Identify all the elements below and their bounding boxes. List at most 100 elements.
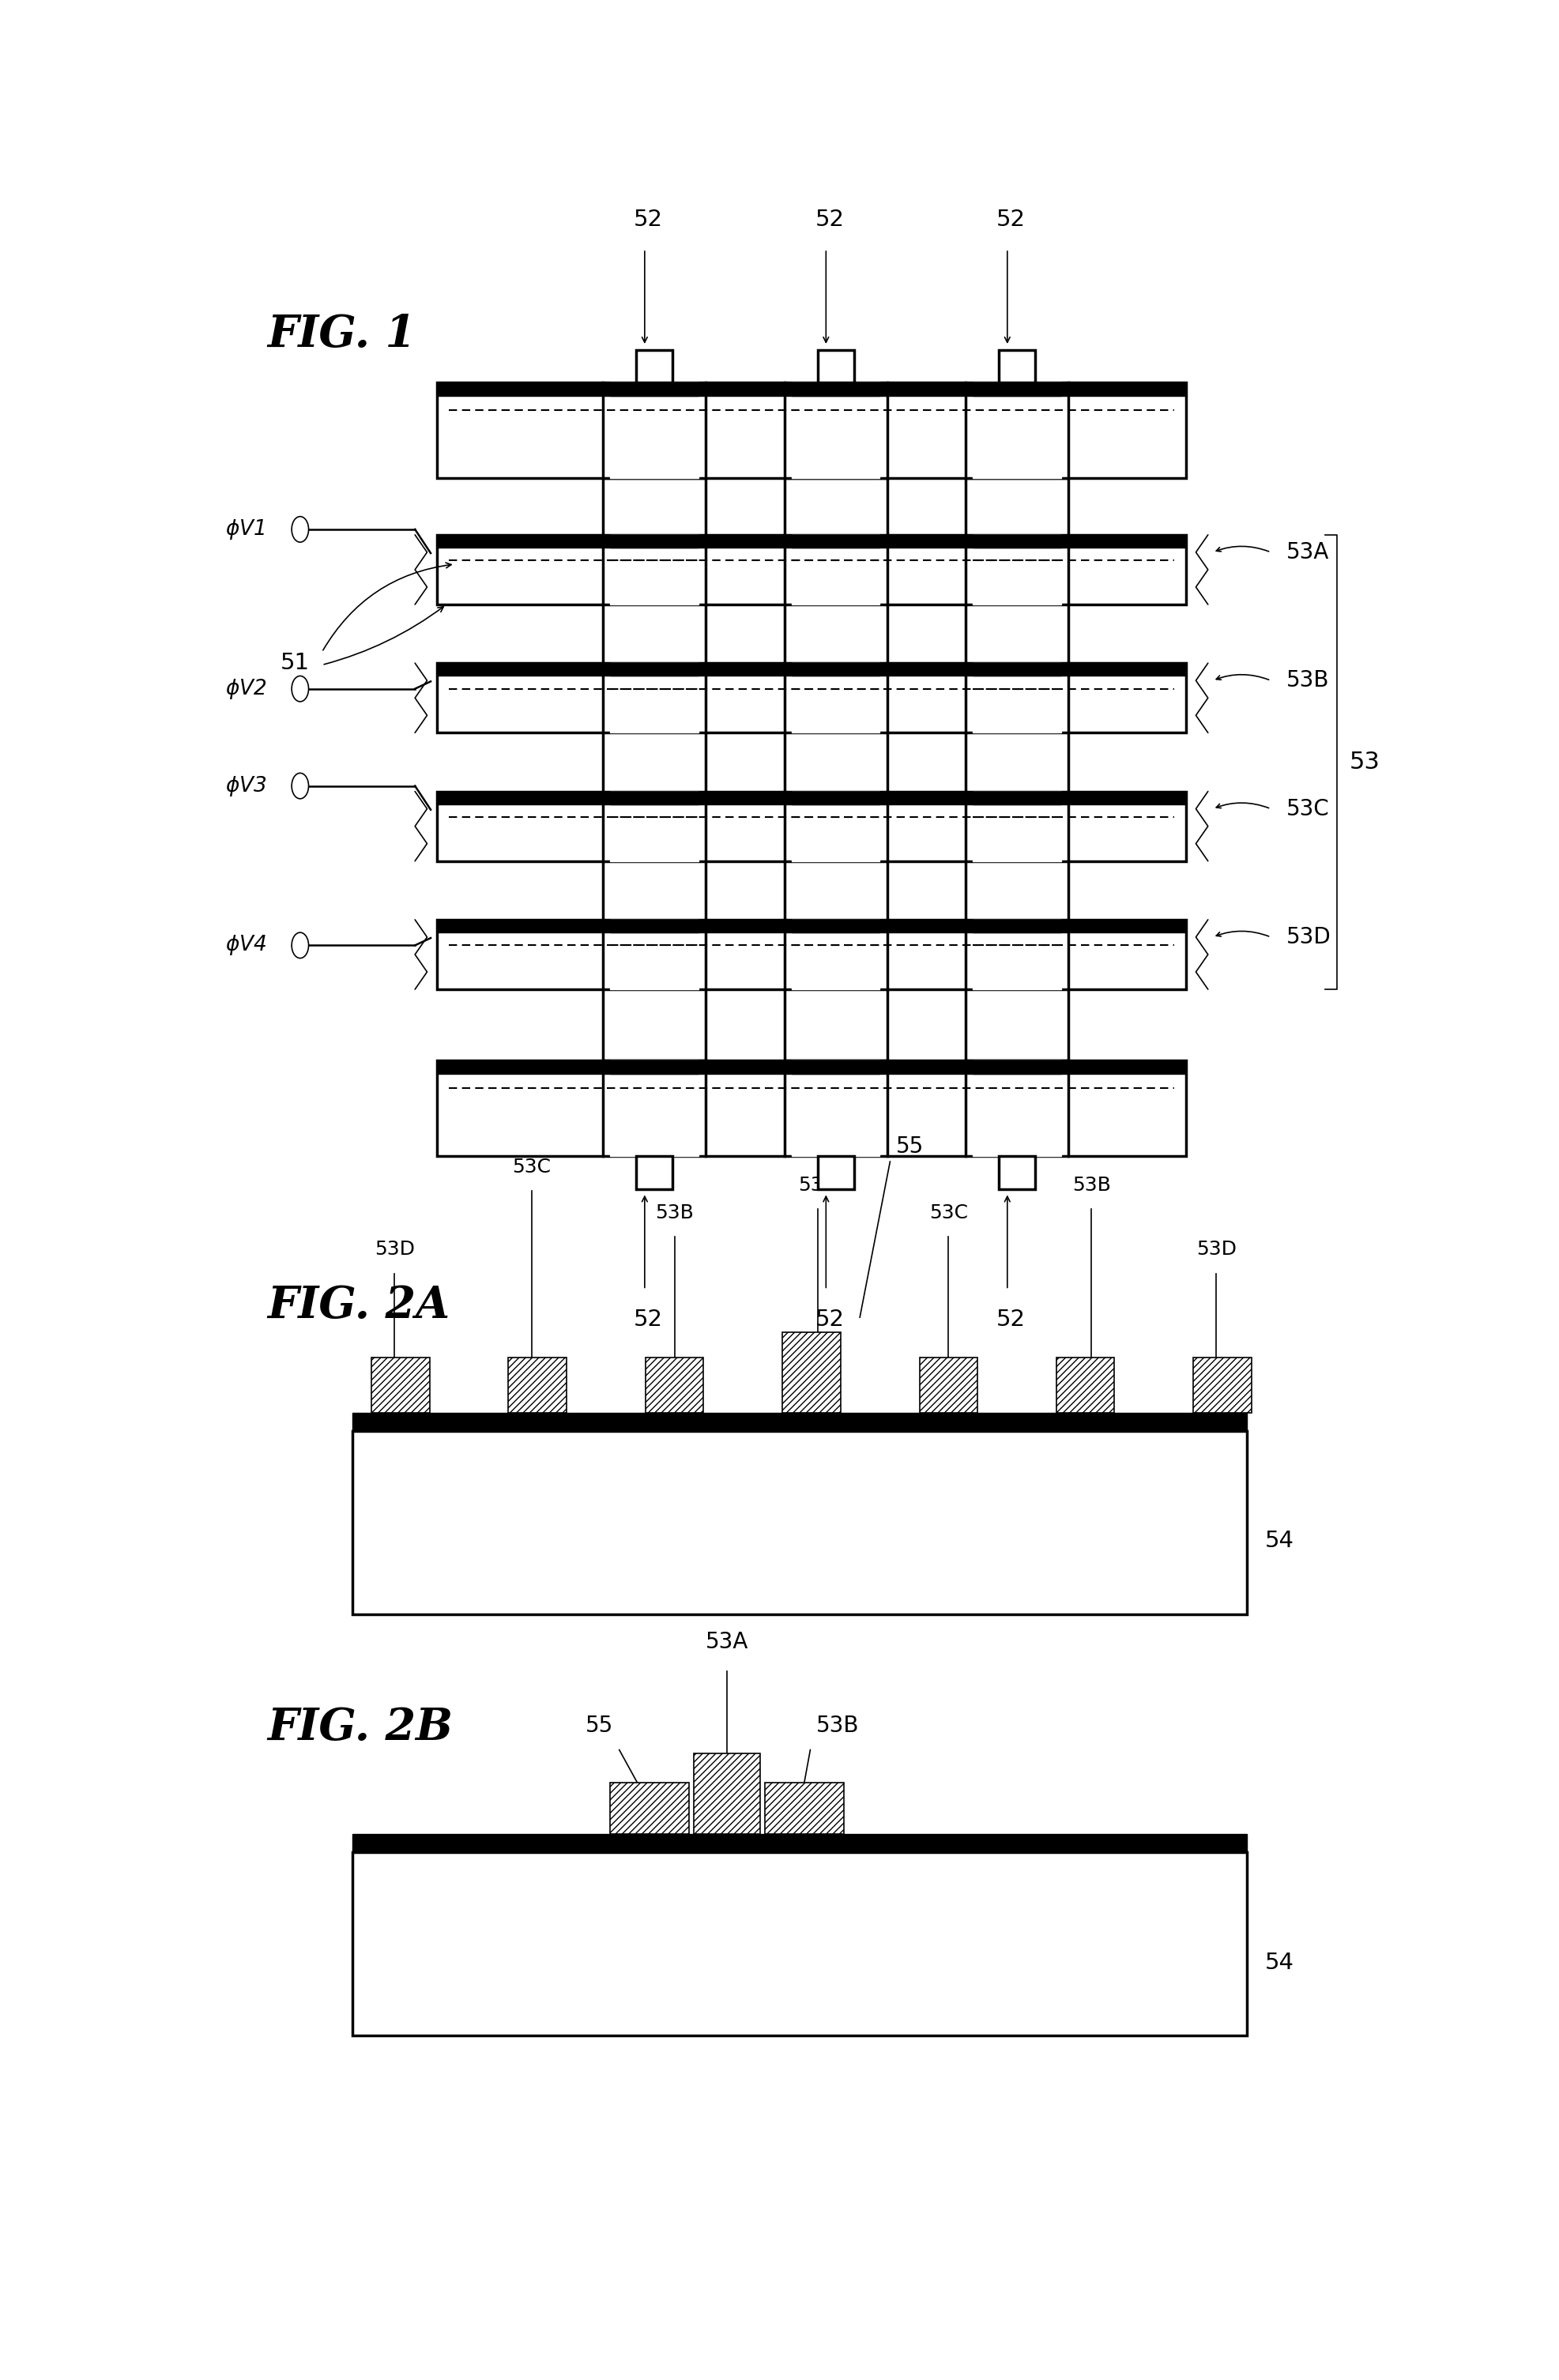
Text: 52: 52 (815, 1309, 843, 1330)
Bar (437, 536, 1185, 605)
Bar (973, 793, 1060, 862)
Text: 53A: 53A (1286, 540, 1328, 564)
Text: 53B: 53B (1286, 669, 1328, 693)
Bar (965, 478, 1068, 1061)
Bar (610, 664, 698, 733)
Bar (437, 1061, 1185, 1157)
Text: $\phi$V1: $\phi$V1 (224, 516, 265, 540)
Bar (790, 664, 879, 676)
Bar (437, 1061, 1185, 1073)
Bar (918, 1357, 977, 1414)
Bar (610, 793, 698, 804)
Bar (437, 536, 1185, 547)
Bar (764, 1783, 843, 1835)
Bar (784, 478, 887, 1061)
Bar (610, 793, 698, 862)
Text: 52: 52 (996, 1309, 1024, 1330)
Text: 53: 53 (1349, 750, 1380, 774)
Text: 53C: 53C (929, 1204, 967, 1221)
Bar (610, 1783, 689, 1835)
Bar (973, 793, 1060, 804)
Bar (636, 350, 672, 383)
Bar (973, 383, 1060, 395)
Bar (790, 793, 879, 804)
Bar (998, 350, 1035, 383)
Bar (437, 664, 1185, 733)
Bar (973, 919, 1060, 990)
Bar (437, 793, 1185, 862)
Text: 53D: 53D (1196, 1240, 1236, 1259)
Text: 53C: 53C (511, 1157, 550, 1176)
Bar (790, 919, 879, 990)
Bar (790, 664, 879, 733)
Bar (1193, 1357, 1250, 1414)
Bar (437, 919, 1185, 990)
Bar (790, 793, 879, 862)
Bar (817, 1157, 853, 1190)
Bar (790, 919, 879, 933)
Bar (610, 383, 698, 478)
Bar (610, 1061, 698, 1073)
Bar (973, 664, 1060, 733)
Bar (610, 919, 698, 990)
Bar (973, 1061, 1060, 1073)
Bar (352, 1414, 1246, 1430)
Bar (352, 1835, 1246, 1852)
Bar (790, 536, 879, 605)
Text: 53B: 53B (1071, 1176, 1110, 1195)
Text: FIG. 2B: FIG. 2B (268, 1706, 454, 1749)
Bar (973, 536, 1060, 547)
Text: 53B: 53B (815, 1716, 859, 1737)
Bar (1055, 1357, 1115, 1414)
Bar (998, 1157, 1035, 1190)
Text: 52: 52 (633, 1309, 663, 1330)
Text: 54: 54 (1264, 1530, 1294, 1552)
Text: $\phi$V4: $\phi$V4 (224, 933, 267, 957)
Bar (603, 478, 705, 1061)
Bar (352, 1852, 1246, 2035)
Bar (790, 383, 879, 395)
Bar (817, 350, 853, 383)
Bar (790, 536, 879, 547)
Text: 53C: 53C (1286, 797, 1330, 819)
Text: 53A: 53A (798, 1176, 836, 1195)
Text: 51: 51 (281, 652, 310, 674)
Bar (508, 1357, 566, 1414)
Bar (437, 383, 1185, 395)
Bar (973, 536, 1060, 605)
Bar (610, 536, 698, 547)
Text: 52: 52 (996, 209, 1024, 231)
Text: 52: 52 (815, 209, 843, 231)
Bar (636, 1157, 672, 1190)
Bar (790, 1061, 879, 1073)
Bar (790, 1061, 879, 1157)
Bar (610, 664, 698, 676)
Text: 54: 54 (1264, 1952, 1294, 1973)
Text: 53B: 53B (655, 1204, 694, 1221)
Bar (610, 383, 698, 395)
Bar (437, 793, 1185, 804)
Text: $\phi$V3: $\phi$V3 (224, 774, 267, 797)
Bar (783, 1333, 840, 1414)
Bar (645, 1357, 703, 1414)
Bar (973, 664, 1060, 676)
Bar (437, 919, 1185, 933)
Bar (610, 919, 698, 933)
Bar (437, 383, 1185, 478)
Text: 53D: 53D (1286, 926, 1331, 947)
Bar (694, 1754, 759, 1835)
Bar (973, 1061, 1060, 1157)
Text: 53D: 53D (374, 1240, 415, 1259)
Text: $\phi$V2: $\phi$V2 (224, 676, 267, 700)
Bar (973, 383, 1060, 478)
Bar (610, 1061, 698, 1157)
Bar (610, 536, 698, 605)
Text: 55: 55 (896, 1135, 923, 1159)
Bar (790, 383, 879, 478)
Text: 55: 55 (585, 1716, 613, 1737)
Text: FIG. 2A: FIG. 2A (268, 1285, 451, 1328)
Bar (352, 1430, 1246, 1614)
Text: 52: 52 (633, 209, 663, 231)
Text: 53A: 53A (705, 1630, 748, 1652)
Bar (437, 664, 1185, 676)
